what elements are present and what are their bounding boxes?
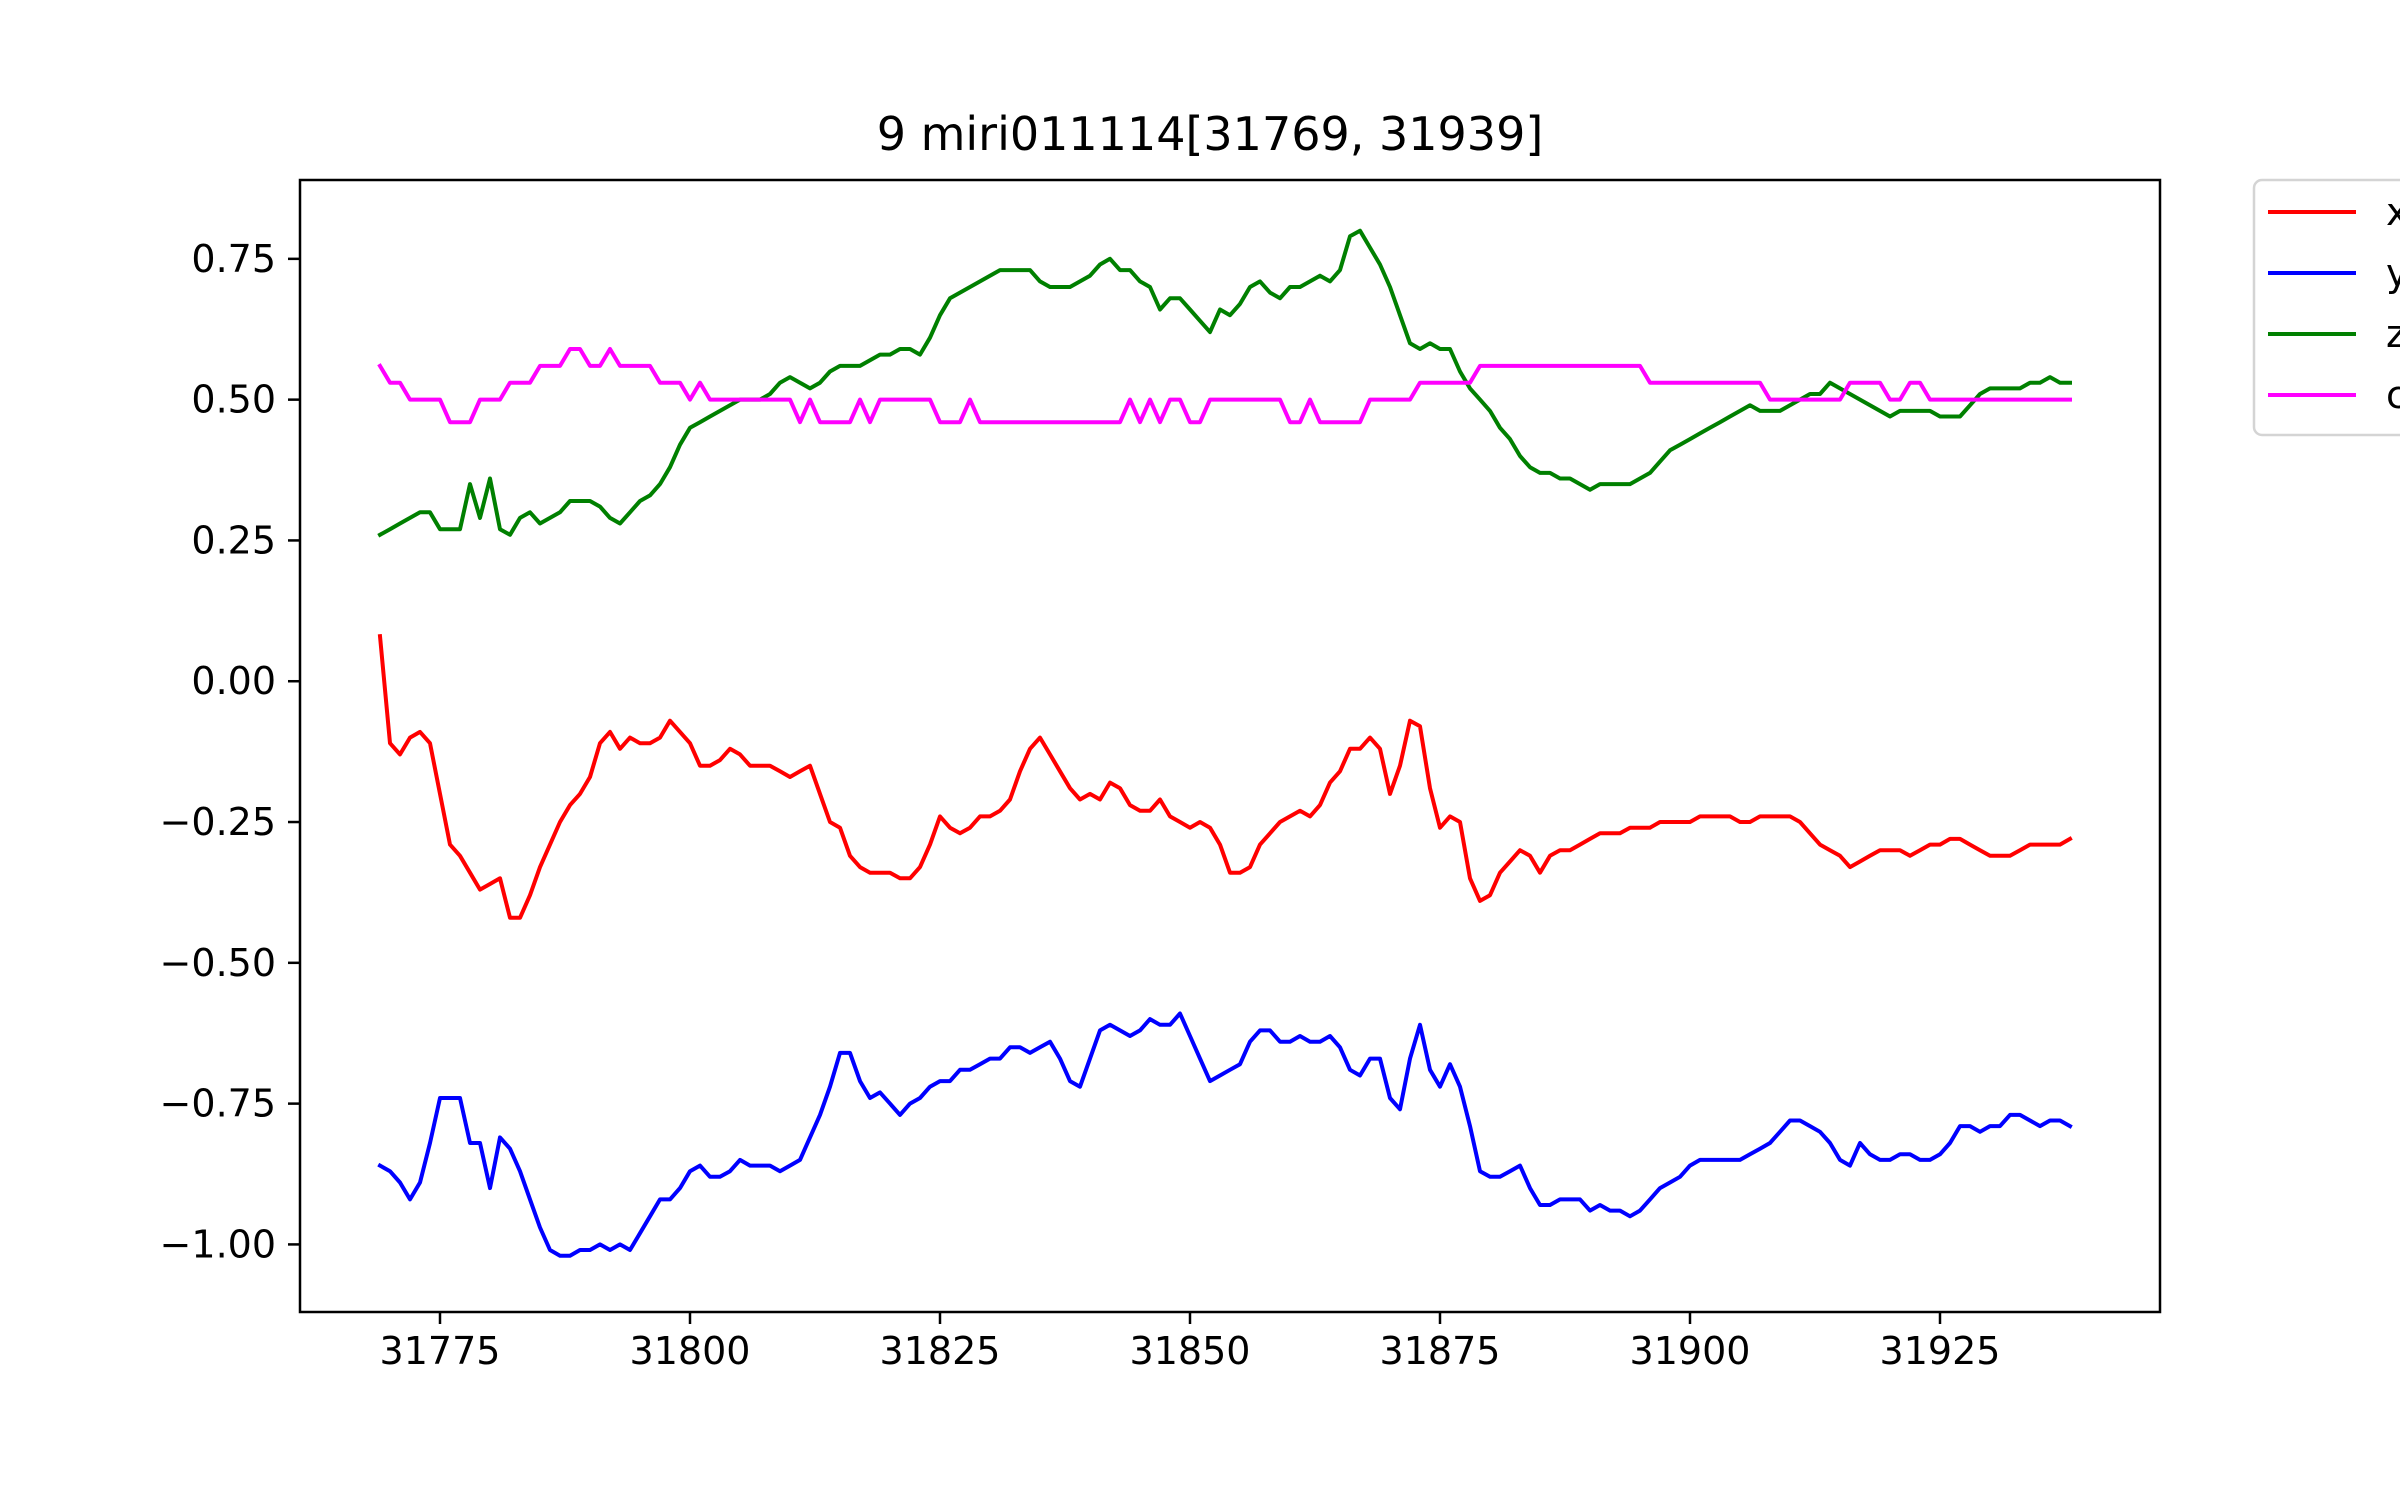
legend-label-z: z — [2386, 312, 2400, 356]
chart-title: 9 miri011114[31769, 31939] — [877, 107, 1544, 161]
y-tick-label: 0.25 — [191, 518, 276, 562]
legend-label-x: x — [2386, 190, 2400, 234]
series-layer — [377, 228, 2073, 1258]
x-tick-label: 31850 — [1130, 1329, 1251, 1373]
x-tick-label: 31925 — [1880, 1329, 2001, 1373]
x-tick-label: 31900 — [1630, 1329, 1751, 1373]
series-line-y — [377, 1011, 2073, 1258]
legend-label-y: y — [2386, 251, 2400, 295]
legend-label-c: c — [2386, 373, 2400, 417]
x-tick-label: 31875 — [1380, 1329, 1501, 1373]
x-axis: 31775 31800 31825 31850 31875 31900 31925 — [380, 1312, 2001, 1373]
y-tick-label: −1.00 — [160, 1222, 276, 1266]
legend-box — [2252, 178, 2400, 437]
series-line-z — [377, 228, 2072, 538]
y-axis: 0.75 0.50 0.25 0.00 −0.25 −0.50 −0.75 −1.00 — [160, 237, 300, 1266]
y-tick-label: 0.50 — [191, 378, 276, 422]
series-line-c — [377, 347, 2072, 425]
y-tick-label: 0.00 — [191, 659, 276, 703]
x-tick-label: 31775 — [380, 1329, 501, 1373]
series-line-x — [377, 634, 2073, 920]
y-tick-label: −0.75 — [160, 1082, 276, 1126]
y-tick-label: −0.50 — [160, 941, 276, 985]
y-tick-label: −0.25 — [160, 800, 276, 844]
x-tick-label: 31825 — [880, 1329, 1001, 1373]
y-tick-label: 0.75 — [191, 237, 276, 281]
plot-frame — [298, 178, 2162, 1314]
x-tick-label: 31800 — [630, 1329, 751, 1373]
